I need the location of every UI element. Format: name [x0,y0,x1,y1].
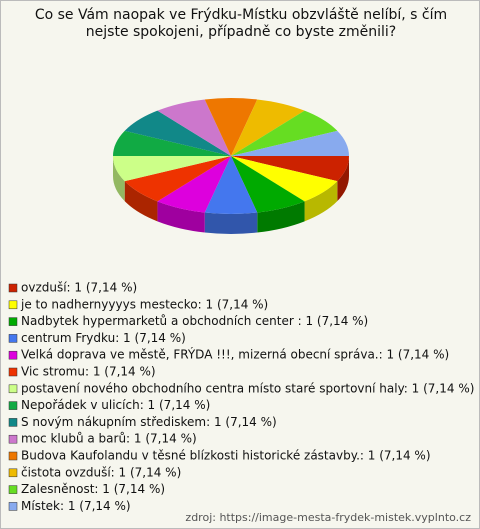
legend-swatch [8,384,18,394]
pie-slice [231,156,349,182]
pie-slice [231,110,338,156]
pie-slice [157,99,231,156]
pie-slice [124,156,231,202]
legend-swatch [8,283,18,293]
legend-label: Nadbytek hypermarketů a obchodních cente… [21,314,368,328]
legend-label: Místek: 1 (7,14 %) [21,499,131,513]
legend-swatch [8,418,18,427]
pie-slice [157,156,231,213]
legend-swatch [8,502,18,511]
pie-slice-side [124,181,158,222]
legend-swatch [8,350,18,360]
legend-label: S novým nákupním střediskem: 1 (7,14 %) [21,415,277,429]
pie-slice-side [204,212,258,234]
legend-label: Vic stromu: 1 (7,14 %) [21,365,156,379]
pie-slice [231,99,305,156]
pie-slice-side [337,156,349,202]
pie-slice-side [113,156,125,202]
pie-slice [231,156,305,213]
legend-label: Nepořádek v ulicích: 1 (7,14 %) [21,398,210,412]
pie-slice-side [257,201,305,233]
legend-label: Zalesněnost: 1 (7,14 %) [21,482,165,496]
pie-slice [204,97,258,156]
legend-swatch [8,300,18,310]
legend-label: je to nadhernyyyys mestecko: 1 (7,14 %) [20,297,268,311]
legend-swatch [8,434,18,444]
legend-label: Budova Kaufolandu v těsné blízkosti hist… [21,449,431,463]
pie-slice [113,130,231,156]
pie-slice [124,110,231,156]
legend-swatch [8,485,18,494]
pie-slice [204,156,258,215]
legend-label: postavení nového obchodního centra místo… [21,381,474,395]
source: zdroj: https://image-mesta-frydek-mistek… [185,511,471,524]
legend-label: centrum Frydku: 1 (7,14 %) [21,331,186,345]
legend-swatch [8,334,18,343]
legend-swatch [8,468,18,478]
legend-label: Velká doprava ve městě, FRÝDA !!!, mizer… [21,347,449,362]
legend-swatch [8,317,18,326]
pie-slice [231,156,338,202]
legend-swatch [8,451,18,461]
pie-slice [231,130,349,156]
legend-label: čistota ovzduší: 1 (7,14 %) [21,465,181,479]
chart-title: Co se Vám naopak ve Frýdku-Místku obzvlá… [34,7,448,40]
pie-slice-side [157,201,205,233]
pie-slice-side [304,181,338,222]
legend-label: ovzduší: 1 (7,14 %) [21,281,137,295]
legend-swatch [8,367,18,377]
legend-swatch [8,401,18,410]
legend-label: moc klubů a barů: 1 (7,14 %) [21,432,197,446]
pie-slice [113,156,231,182]
